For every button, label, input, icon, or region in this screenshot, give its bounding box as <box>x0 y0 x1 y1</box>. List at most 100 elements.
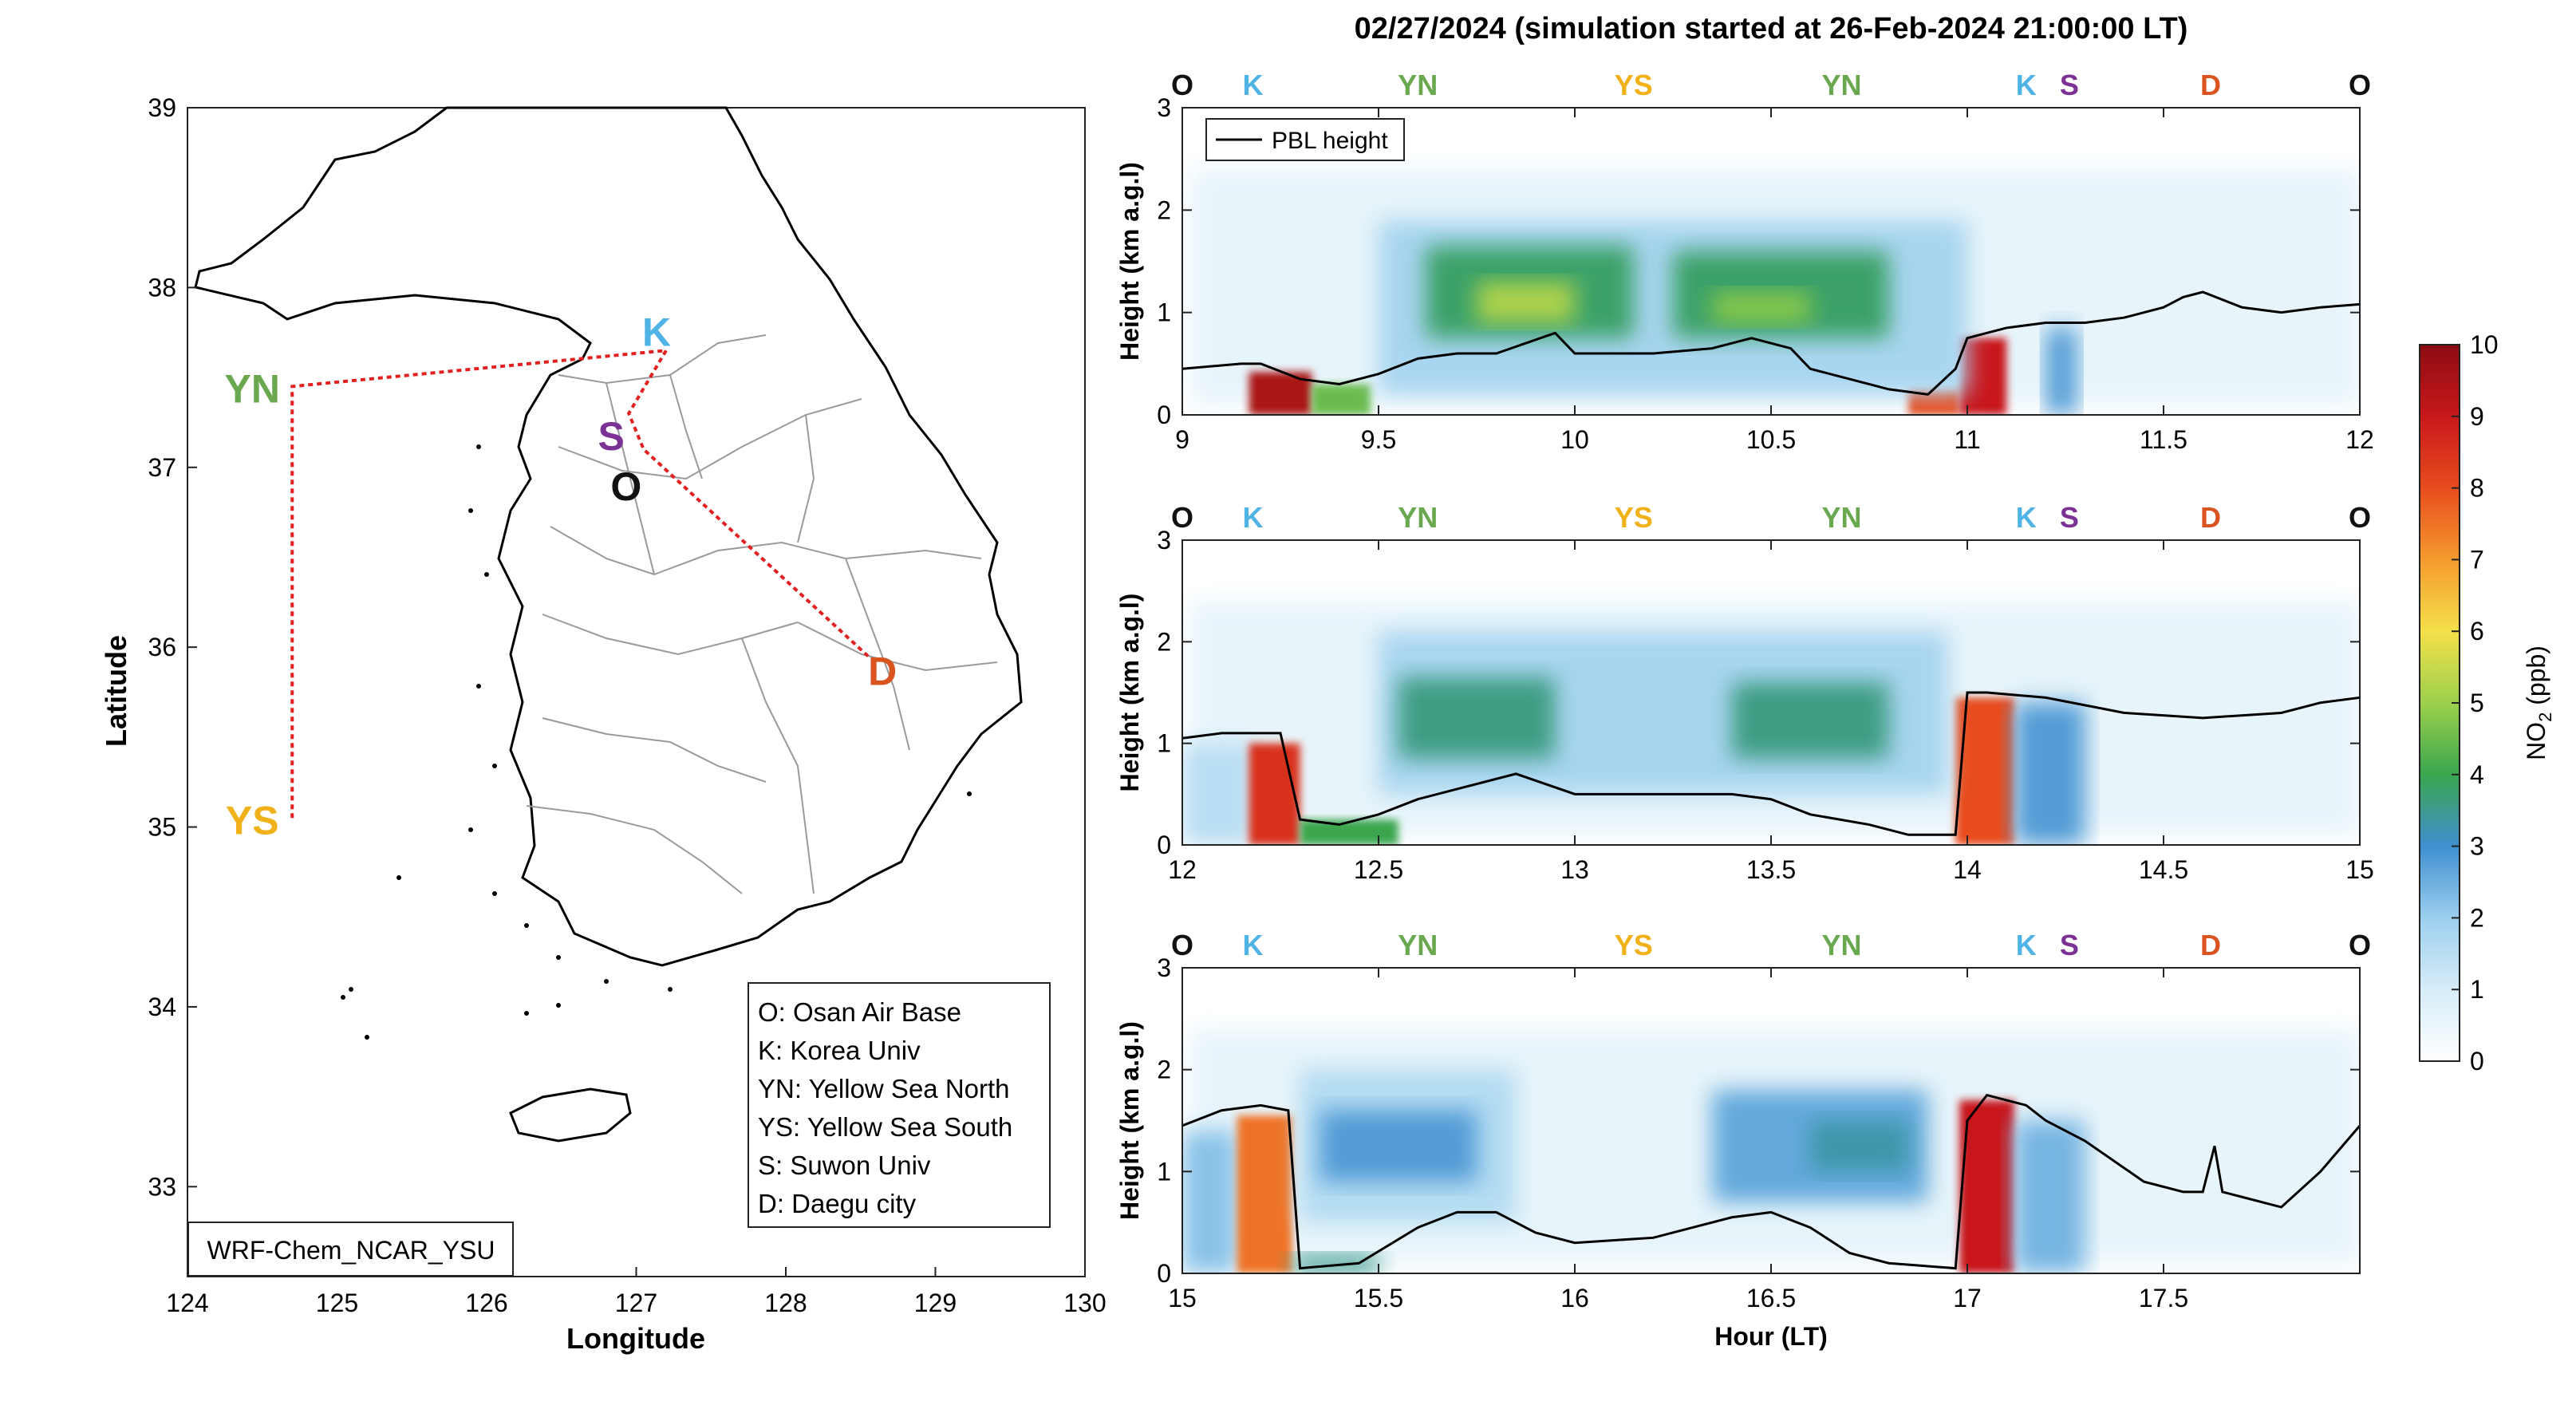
no2-plume <box>1300 819 1398 845</box>
jeju-island <box>509 1087 632 1143</box>
colorbar-tick-label: 4 <box>2470 760 2484 789</box>
x-tick-label: 15 <box>1168 1284 1197 1312</box>
no2-plume <box>1249 743 1300 845</box>
top-station-label-ys: YS <box>1615 69 1653 101</box>
colorbar-tick-label: 8 <box>2470 474 2484 503</box>
y-tick-label: 2 <box>1157 627 1171 656</box>
map-y-tick-label: 39 <box>148 93 176 122</box>
station-legend-entry: YN: Yellow Sea North <box>758 1074 1010 1103</box>
no2-plume <box>2014 1120 2085 1273</box>
map-x-tick-label: 127 <box>615 1289 657 1317</box>
map-station-label-yn: YN <box>225 366 280 411</box>
x-tick-label: 16.5 <box>1746 1284 1796 1312</box>
top-station-label-d: D <box>2200 501 2221 534</box>
map-station-label-k: K <box>642 310 671 354</box>
colorbar: 0 1 2 3 4 5 6 7 8 9 10 NO2 (ppb) <box>2419 330 2555 1076</box>
map-x-tick-label: 126 <box>465 1289 507 1317</box>
station-legend-entry: S: Suwon Univ <box>758 1151 931 1180</box>
x-tick-label: 17 <box>1953 1284 1982 1312</box>
colorbar-tick-label: 2 <box>2470 903 2484 932</box>
y-tick-label: 1 <box>1157 298 1171 327</box>
colorbar-tick-label: 7 <box>2470 545 2484 574</box>
top-station-label-d: D <box>2200 69 2221 101</box>
map-x-tick-label: 124 <box>166 1289 208 1317</box>
top-station-label-d: D <box>2200 929 2221 961</box>
pbl-height-line <box>1182 290 2360 396</box>
map-station-label-o: O <box>610 464 641 509</box>
map-y-tick-label: 33 <box>148 1172 176 1201</box>
no2-plume <box>2014 702 2085 845</box>
y-tick-label: 0 <box>1157 831 1171 859</box>
no2-plume <box>1182 1131 1237 1273</box>
station-legend-entry: O: Osan Air Base <box>758 997 961 1027</box>
map-ylabel: Latitude <box>100 635 132 747</box>
x-tick-label: 9.5 <box>1361 425 1396 454</box>
no2-curtain <box>1182 1028 2360 1273</box>
x-tick-label: 14.5 <box>2139 855 2188 884</box>
station-legend-entries: O: Osan Air Base K: Korea Univ YN: Yellow … <box>758 997 1012 1218</box>
station-legend-box: O: Osan Air Base K: Korea Univ YN: Yellow … <box>748 982 1051 1228</box>
x-tick-label: 10 <box>1560 425 1589 454</box>
x-tick-label: 11 <box>1954 425 1980 454</box>
map-y-tick-label: 37 <box>148 453 176 482</box>
no2-plume <box>1237 1115 1292 1273</box>
y-tick-label: 1 <box>1157 729 1171 758</box>
map-station-label-s: S <box>598 414 624 459</box>
x-tick-label: 9 <box>1175 425 1189 454</box>
top-station-label-ys: YS <box>1615 501 1653 534</box>
top-station-label-s: S <box>2060 501 2079 534</box>
x-tick-label: 13.5 <box>1746 855 1796 884</box>
y-tick-label: 3 <box>1157 93 1171 122</box>
station-legend-entry: D: Daegu city <box>758 1189 917 1218</box>
x-axis-label: Hour (LT) <box>1714 1322 1828 1351</box>
pbl-height-line <box>1182 691 2360 836</box>
no2-plume <box>1182 743 1253 845</box>
y-tick-label: 0 <box>1157 1259 1171 1288</box>
no2-plume <box>2045 327 2077 415</box>
colorbar-tick-label: 10 <box>2470 330 2499 359</box>
pbl-legend-label: PBL height <box>1272 128 1388 154</box>
top-station-label-s: S <box>2060 929 2079 961</box>
top-station-label-yn: YN <box>1822 69 1862 101</box>
top-station-label-k: K <box>1243 69 1264 101</box>
x-tick-label: 15.5 <box>1354 1284 1403 1312</box>
map-x-tick-label: 130 <box>1063 1289 1106 1317</box>
no2-plume <box>1810 1120 1909 1172</box>
no2-plume <box>1312 384 1371 415</box>
x-tick-label: 12 <box>1168 855 1197 884</box>
top-station-label-o: O <box>1171 69 1193 101</box>
no2-curtain <box>1182 601 2360 845</box>
y-axis-label: Height (km a.g.l) <box>1115 162 1144 361</box>
colorbar-tick-label: 3 <box>2470 832 2484 861</box>
top-station-label-o: O <box>1171 501 1193 534</box>
map-station-label-d: D <box>868 649 897 693</box>
figure-title: 02/27/2024 (simulation started at 26-Feb… <box>1355 12 2188 45</box>
no2-plume <box>1712 292 1811 323</box>
x-tick-label: 12.5 <box>1354 855 1403 884</box>
colorbar-tick-label: 1 <box>2470 975 2484 1004</box>
curtain-panel-3: 15 15.5 16 16.5 17 17.5 0 1 2 3 Height (km a.g.l) H… <box>1115 929 2371 1351</box>
top-station-label-yn: YN <box>1398 501 1438 534</box>
map-xlabel: Longitude <box>566 1322 705 1355</box>
top-station-label-yn: YN <box>1398 929 1438 961</box>
y-tick-label: 3 <box>1157 526 1171 555</box>
x-tick-label: 11.5 <box>2140 425 2187 454</box>
no2-curtain <box>1189 169 2360 415</box>
model-label-box: WRF-Chem_NCAR_YSU <box>187 1222 514 1277</box>
colorbar-tick-label: 5 <box>2470 689 2484 717</box>
y-tick-label: 0 <box>1157 401 1171 429</box>
no2-plume <box>1731 682 1889 759</box>
map-y-tick-label: 34 <box>148 993 176 1021</box>
map-panel: 124 125 126 127 128 129 130 33 34 35 36 37 38 39 YN YS… <box>100 93 1107 1355</box>
korea-peninsula-outline <box>194 106 1023 967</box>
pbl-height-line <box>1182 1093 2360 1270</box>
x-tick-label: 17.5 <box>2139 1284 2188 1312</box>
x-tick-label: 13 <box>1560 855 1589 884</box>
top-station-label-k: K <box>1243 501 1264 534</box>
top-station-label-yn: YN <box>1822 929 1862 961</box>
station-legend-entry: K: Korea Univ <box>758 1036 921 1065</box>
no2-plume <box>1477 282 1575 323</box>
x-tick-label: 14 <box>1953 855 1982 884</box>
top-station-label-yn: YN <box>1822 501 1862 534</box>
